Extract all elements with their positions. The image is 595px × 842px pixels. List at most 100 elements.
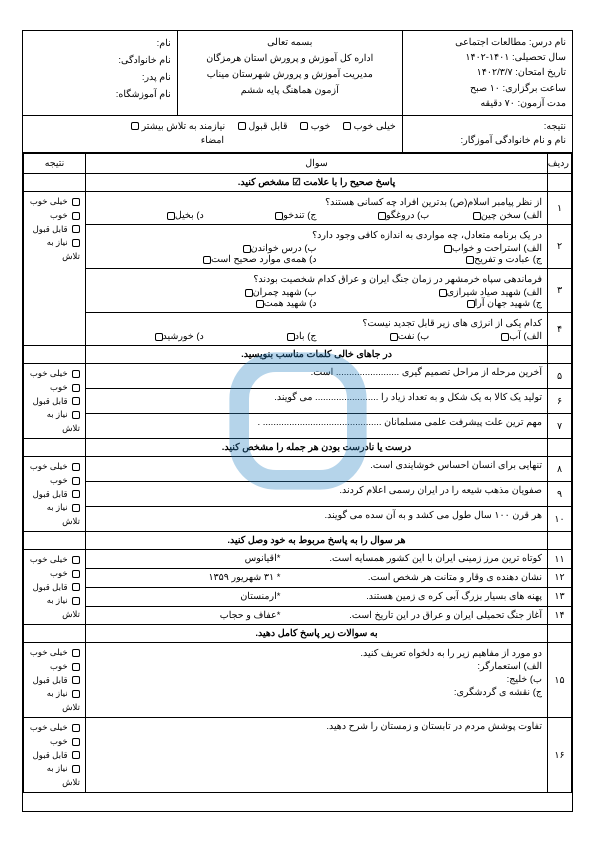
row-num: ۶	[548, 389, 572, 414]
exam-title: آزمون هماهنگ پایه ششم	[184, 83, 396, 99]
checkbox-icon[interactable]	[72, 239, 80, 247]
header-student: نام: نام خانوادگی: نام پدر: نام آموزشگاه…	[23, 31, 177, 115]
checkbox-icon[interactable]	[238, 122, 246, 130]
checkbox-icon[interactable]	[72, 597, 80, 605]
duration: مدت آزمون: ۷۰ دقیقه	[409, 96, 566, 111]
row-num: ۳	[548, 269, 572, 313]
checkbox-icon[interactable]	[245, 289, 253, 297]
opt-a: الف) شهید صیاد شیرازی	[447, 287, 542, 298]
rating-label: خیلی خوب	[30, 647, 68, 657]
rating-label: خیلی خوب	[30, 196, 68, 206]
rating-label: خوب	[50, 736, 68, 746]
opt-b: ب) شهید چمران	[253, 287, 317, 298]
checkbox-icon[interactable]	[72, 690, 80, 698]
rating-label: خوب	[50, 210, 68, 220]
question-text: فرماندهی سپاه خرمشهر در زمان جنگ ایران و…	[91, 274, 542, 285]
checkbox-icon[interactable]	[72, 463, 80, 471]
question-cell: دو مورد از مفاهیم زیر را به دلخواه تعریف…	[86, 643, 548, 718]
checkbox-icon[interactable]	[287, 333, 295, 341]
row-num: ۸	[548, 457, 572, 482]
checkbox-icon[interactable]	[72, 384, 80, 392]
checkbox-icon[interactable]	[343, 122, 351, 130]
match-row: نشان دهنده ی وقار و متانت هر شخص است.* ۳…	[86, 569, 548, 588]
section-title: در جاهای خالی کلمات مناسب بنویسید.	[86, 346, 548, 364]
checkbox-icon[interactable]	[467, 300, 475, 308]
teacher-name-label: نام و نام خانوادگی آموزگار:	[409, 134, 566, 148]
checkbox-icon[interactable]	[167, 212, 175, 220]
checkbox-icon[interactable]	[72, 724, 80, 732]
row-num: ۱۶	[548, 718, 572, 793]
match-row: پهنه های بسیار بزرگ آبی کره ی زمین هستند…	[86, 587, 548, 606]
rating-label: قابل قبول	[33, 582, 68, 592]
checkbox-icon[interactable]	[72, 370, 80, 378]
row-num: ۱۴	[548, 606, 572, 625]
match-row: آغاز جنگ تحمیلی ایران و عراق در این تاری…	[86, 606, 548, 625]
checkbox-icon[interactable]	[72, 676, 80, 684]
checkbox-icon[interactable]	[466, 256, 474, 264]
opt-b: ب) درس خواندن	[251, 243, 317, 254]
father-name-label: نام پدر:	[29, 69, 171, 86]
checkbox-icon[interactable]	[256, 300, 264, 308]
student-lastname-label: نام خانوادگی:	[29, 52, 171, 69]
row-num: ۱۵	[548, 643, 572, 718]
checkbox-icon[interactable]	[72, 751, 80, 759]
opt-a: الف) سخن چین	[481, 210, 542, 221]
checkbox-icon[interactable]	[155, 333, 163, 341]
school-name-label: نام آموزشگاه:	[29, 86, 171, 103]
header-title: بسمه تعالی اداره کل آموزش و پرورش استان …	[177, 31, 402, 115]
question-cell: در یک برنامه متعادل، چه مواردی به اندازه…	[86, 225, 548, 269]
result-label: نتیجه:	[409, 120, 566, 134]
checkbox-icon[interactable]	[300, 122, 308, 130]
opt-c: ج) باد	[295, 331, 317, 342]
row-num: ۴	[548, 313, 572, 346]
checkbox-icon[interactable]	[72, 504, 80, 512]
opt-d: د) بخیل	[175, 210, 204, 221]
question-cell: فرماندهی سپاه خرمشهر در زمان جنگ ایران و…	[86, 269, 548, 313]
checkbox-icon[interactable]	[473, 212, 481, 220]
result-block: نتیجه: نام و نام خانوادگی آموزگار:	[402, 116, 572, 153]
checkbox-icon[interactable]	[72, 663, 80, 671]
header-meta: نام درس: مطالعات اجتماعی سال تحصیلی: ۱۴۰…	[402, 31, 572, 115]
checkbox-icon[interactable]	[72, 583, 80, 591]
checkbox-icon[interactable]	[203, 256, 211, 264]
checkbox-icon[interactable]	[439, 289, 447, 297]
rating-label: خوب	[50, 382, 68, 392]
opt-a: الف) استراحت و خواب	[452, 243, 542, 254]
match-row: کوتاه ترین مرز زمینی ایران با این کشور ه…	[86, 550, 548, 569]
checkbox-icon[interactable]	[378, 212, 386, 220]
rating-label: خوب	[50, 568, 68, 578]
checkbox-icon[interactable]	[72, 225, 80, 233]
checkbox-icon[interactable]	[72, 765, 80, 773]
question-text: هر قرن ۱۰۰ سال طول می کشد و به آن سده می…	[86, 507, 548, 532]
rate-vg: خیلی خوب	[354, 121, 396, 132]
checkbox-icon[interactable]	[72, 212, 80, 220]
checkbox-icon[interactable]	[72, 570, 80, 578]
col-question: سوال	[86, 154, 548, 174]
checkbox-icon[interactable]	[131, 122, 139, 130]
row-num: ۲	[548, 225, 572, 269]
col-num: ردیف	[548, 154, 572, 174]
section-title: به سوالات زیر پاسخ کامل دهید.	[86, 625, 548, 643]
checkbox-icon[interactable]	[72, 738, 80, 746]
rating-label: قابل قبول	[33, 396, 68, 406]
student-name-label: نام:	[29, 35, 171, 52]
org-line-1: اداره کل آموزش و پرورش استان هرمزگان	[184, 51, 396, 67]
checkbox-icon[interactable]	[72, 490, 80, 498]
rating-label: خوب	[50, 475, 68, 485]
checkbox-icon[interactable]	[72, 411, 80, 419]
col-result: نتیجه	[24, 154, 86, 174]
header-row-2: نتیجه: نام و نام خانوادگی آموزگار: خیلی …	[23, 116, 572, 154]
checkbox-icon[interactable]	[72, 477, 80, 485]
start-time: ساعت برگزاری: ۱۰ صبح	[409, 81, 566, 96]
checkbox-icon[interactable]	[72, 397, 80, 405]
checkbox-icon[interactable]	[72, 649, 80, 657]
question-text: تولید یک کالا به یک شکل و به تعداد زیاد …	[86, 389, 548, 414]
checkbox-icon[interactable]	[444, 245, 452, 253]
sub-b: ب) خلیج:	[91, 674, 542, 685]
match-left: *عفاف و حجاب	[91, 610, 280, 621]
checkbox-icon[interactable]	[390, 333, 398, 341]
checkbox-icon[interactable]	[72, 556, 80, 564]
checkbox-icon[interactable]	[243, 245, 251, 253]
rate-ok: قابل قبول	[248, 121, 287, 132]
checkbox-icon[interactable]	[72, 198, 80, 206]
